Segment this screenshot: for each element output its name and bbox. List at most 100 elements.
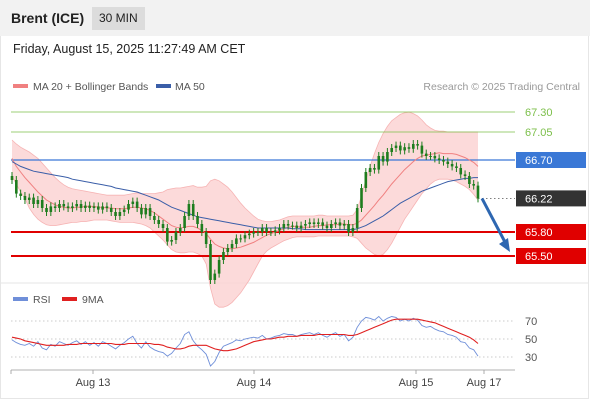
- level-label-box: [516, 152, 586, 168]
- candle-body: [10, 176, 14, 180]
- candle-body: [235, 238, 238, 244]
- candle-body: [243, 235, 247, 239]
- level-label-pivot: 66.70: [525, 155, 553, 167]
- candle-body: [140, 208, 143, 215]
- candle-body: [161, 224, 165, 228]
- candle-body: [49, 206, 53, 212]
- candle-body: [239, 238, 242, 240]
- candle-body: [329, 224, 333, 228]
- forecast-arrow-line: [480, 197, 508, 245]
- rsi-9ma-line: [11, 318, 479, 352]
- time-axis-label: Aug 15: [399, 377, 434, 389]
- candle-body: [79, 204, 83, 208]
- chart-header: Brent (ICE) 30 MIN: [0, 0, 590, 36]
- candle-body: [157, 220, 161, 224]
- ma50-legend-label: MA 50: [175, 81, 205, 93]
- candle-body: [144, 208, 148, 215]
- candle-body: [312, 222, 316, 224]
- candle-body: [166, 228, 169, 242]
- candle-body: [265, 228, 268, 232]
- candle-body: [122, 209, 126, 212]
- candle-body: [394, 145, 398, 148]
- candle-body: [174, 232, 178, 240]
- candle-body: [377, 156, 381, 170]
- candle-body: [71, 206, 74, 208]
- candle-body: [472, 184, 475, 186]
- candle-body: [459, 168, 463, 175]
- candle-body: [420, 145, 424, 154]
- candle-body: [153, 216, 156, 220]
- candle-body: [23, 196, 27, 200]
- candle-body: [355, 208, 359, 228]
- candle-body: [437, 158, 441, 160]
- candle-body: [40, 200, 44, 208]
- candle-body: [178, 228, 182, 232]
- rsi-tick-label: 70: [525, 316, 537, 328]
- candle-body: [252, 232, 255, 234]
- level-label-box: [516, 190, 586, 207]
- candle-body: [131, 201, 135, 204]
- candle-body: [148, 208, 152, 216]
- candle-body: [433, 156, 437, 159]
- rsi-panel: 70 50 30: [11, 315, 537, 367]
- level-label-box: [516, 224, 586, 240]
- candle-body: [191, 204, 195, 216]
- rsi-tick-label: 50: [525, 334, 537, 346]
- credit-text: Research © 2025 Trading Central: [423, 81, 580, 93]
- candle-body: [32, 197, 35, 204]
- candle-body: [96, 206, 100, 210]
- candle-body: [19, 193, 22, 196]
- ma9-legend-swatch: [62, 297, 77, 301]
- instrument-title: Brent (ICE): [11, 10, 85, 26]
- candle-body: [325, 225, 329, 228]
- ma50-line: [11, 161, 478, 231]
- candle-body: [390, 148, 394, 152]
- level-label-support: 65.50: [525, 251, 553, 263]
- candle-body: [105, 206, 109, 208]
- time-axis-label: Aug 14: [237, 377, 272, 389]
- candle-body: [468, 176, 471, 184]
- bollinger-upper-line: [11, 111, 478, 222]
- candle-body: [403, 147, 406, 151]
- candle-body: [429, 156, 432, 157]
- candle-body: [260, 228, 264, 232]
- time-axis-label: Aug 17: [467, 377, 502, 389]
- candle-body: [338, 222, 342, 226]
- ma50-legend-swatch: [156, 84, 171, 88]
- candle-body: [295, 225, 299, 228]
- candle-body: [45, 208, 48, 212]
- candle-body: [278, 228, 281, 231]
- candle-body: [351, 228, 355, 232]
- candle-body: [114, 212, 117, 216]
- candle-body: [62, 204, 66, 207]
- chart-frame: [0, 36, 589, 399]
- candle-body: [222, 252, 225, 260]
- rsi-line: [11, 315, 479, 367]
- candle-body: [282, 224, 286, 228]
- candle-body: [450, 164, 454, 167]
- candle-body: [127, 204, 130, 210]
- candle-body: [381, 156, 385, 162]
- time-axis-label: Aug 13: [76, 377, 111, 389]
- price-legend: MA 20 + Bollinger Bands MA 50 Research ©…: [13, 81, 580, 93]
- candle-body: [476, 185, 480, 199]
- candle-body: [386, 152, 389, 162]
- bollinger-lower-line: [11, 175, 479, 308]
- level-label-box: [516, 248, 586, 264]
- candle-body: [88, 205, 91, 208]
- candle-body: [53, 206, 57, 208]
- rsi-tick-label: 30: [525, 352, 537, 364]
- level-label-support: 65.80: [525, 227, 553, 239]
- candle-body: [286, 224, 290, 226]
- candle-body: [36, 200, 40, 204]
- candle-body: [15, 180, 18, 194]
- level-label-resistance: 67.05: [525, 127, 553, 139]
- candle-body: [411, 144, 415, 149]
- candle-body: [399, 145, 402, 151]
- candle-body: [424, 153, 428, 156]
- timeframe-badge[interactable]: 30 MIN: [92, 7, 145, 30]
- candle-body: [455, 166, 458, 168]
- candle-body: [213, 273, 217, 280]
- rsi-legend-swatch: [13, 297, 28, 301]
